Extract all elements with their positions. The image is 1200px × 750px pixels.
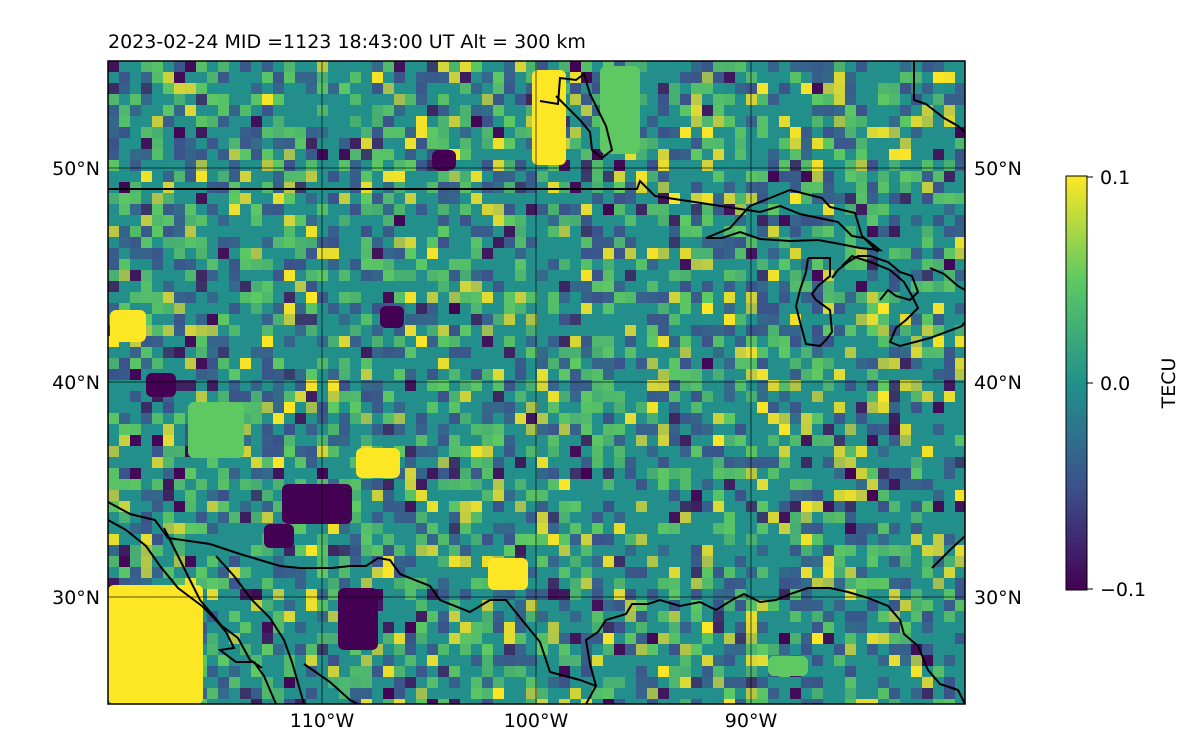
lon-label-100w: 100°W [504, 710, 569, 732]
hudson-east [913, 61, 965, 133]
lake-michigan [794, 257, 834, 348]
baja-east [215, 555, 305, 704]
colorbar-label: TECU [1158, 358, 1180, 410]
lake-superior [705, 188, 884, 252]
colorbar-tick-label-max: 0.1 [1100, 167, 1130, 189]
figure-title: 2023-02-24 MID =1123 18:43:00 UT Alt = 3… [108, 31, 586, 53]
lake-huron-east [841, 254, 965, 348]
lon-label-90w: 90°W [725, 710, 778, 732]
lat-label-left-40: 40°N [52, 372, 100, 394]
gridlines [108, 61, 965, 704]
lat-label-right-40: 40°N [974, 372, 1022, 394]
lake-huron-west [831, 255, 920, 302]
colorbar-gradient [1065, 175, 1088, 591]
lat-label-left-30: 30°N [52, 587, 100, 609]
colorbar-tick-label-zero: 0.0 [1100, 373, 1130, 395]
lat-label-right-30: 30°N [974, 587, 1022, 609]
baja-west [108, 519, 277, 704]
baja-tail [303, 663, 359, 704]
gulf-coast [584, 587, 965, 704]
tec-heatmap [108, 61, 965, 704]
colorbar: 0.1 0.0 −0.1 TECU [1065, 167, 1180, 601]
colorbar-tick-label-min: −0.1 [1100, 579, 1146, 601]
lat-label-right-50: 50°N [974, 158, 1022, 180]
ontario-shore [929, 267, 965, 291]
map-frame [107, 60, 966, 705]
lat-labels-right: 50°N 40°N 30°N [974, 158, 1022, 609]
lon-label-110w: 110°W [290, 710, 355, 732]
map-panel [108, 61, 965, 704]
florida [931, 535, 965, 569]
hudson-bay [539, 72, 614, 160]
lat-labels-left: 50°N 40°N 30°N [52, 158, 100, 609]
lon-labels: 110°W 100°W 90°W [290, 710, 778, 732]
lat-label-left-50: 50°N [52, 158, 100, 180]
mexico-border-west [108, 501, 598, 704]
us-canada-border [108, 179, 879, 253]
coastlines [108, 61, 965, 704]
